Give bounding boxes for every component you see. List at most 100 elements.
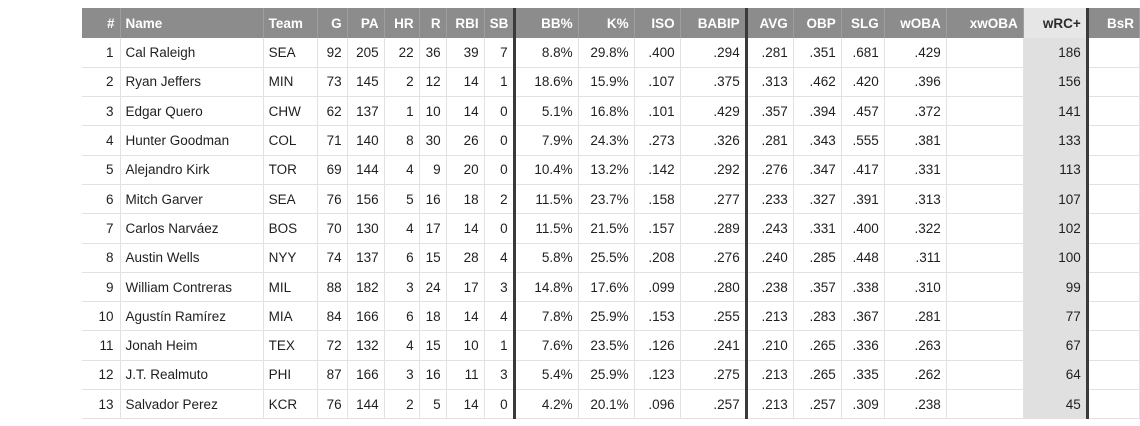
r-cell: 10 xyxy=(419,96,447,127)
xwoba-cell xyxy=(946,38,1024,68)
woba-cell: .429 xyxy=(884,38,947,68)
xwoba-cell xyxy=(946,330,1024,361)
column-header-name[interactable]: Name xyxy=(120,8,264,38)
avg-cell: .213 xyxy=(744,389,794,420)
rank-cell: 2 xyxy=(82,67,121,98)
avg-cell: .281 xyxy=(744,38,794,68)
g-cell: 84 xyxy=(317,301,348,332)
avg-cell: .281 xyxy=(744,125,794,156)
sb-cell: 3 xyxy=(484,360,515,391)
rank-cell: 7 xyxy=(82,213,121,244)
team-cell[interactable]: NYY xyxy=(263,243,318,273)
player-name-cell[interactable]: Austin Wells xyxy=(120,243,264,273)
avg-cell: .233 xyxy=(744,184,794,215)
team-cell[interactable]: COL xyxy=(263,125,318,156)
column-header-rbi[interactable]: RBI xyxy=(446,8,485,38)
team-cell[interactable]: SEA xyxy=(263,38,318,68)
babip-cell: .241 xyxy=(680,330,747,361)
player-name-cell[interactable]: Agustín Ramírez xyxy=(120,301,264,332)
team-cell[interactable]: KCR xyxy=(263,389,318,420)
wrc-plus-cell: 156 xyxy=(1023,67,1088,98)
woba-cell: .263 xyxy=(884,330,947,361)
column-header-bsr[interactable]: BsR xyxy=(1085,8,1140,38)
column-header-obp[interactable]: OBP xyxy=(793,8,842,38)
team-cell[interactable]: TEX xyxy=(263,330,318,361)
column-header-iso[interactable]: ISO xyxy=(634,8,681,38)
column-header-avg[interactable]: AVG xyxy=(744,8,794,38)
column-header-hr[interactable]: HR xyxy=(384,8,420,38)
column-header-babip[interactable]: BABIP xyxy=(680,8,747,38)
column-header-team[interactable]: Team xyxy=(263,8,318,38)
column-header-slg[interactable]: SLG xyxy=(841,8,885,38)
pa-cell: 140 xyxy=(347,125,385,156)
obp-cell: .283 xyxy=(793,301,842,332)
column-header-rank[interactable]: # xyxy=(82,8,121,38)
team-cell[interactable]: TOR xyxy=(263,155,318,185)
k-pct-cell: 23.7% xyxy=(578,184,635,215)
player-name-cell[interactable]: Mitch Garver xyxy=(120,184,264,215)
team-cell[interactable]: MIA xyxy=(263,301,318,332)
team-cell[interactable]: MIN xyxy=(263,67,318,98)
player-name-cell[interactable]: Hunter Goodman xyxy=(120,125,264,156)
hr-cell: 5 xyxy=(384,184,420,215)
player-name-cell[interactable]: Alejandro Kirk xyxy=(120,155,264,185)
player-name-cell[interactable]: Edgar Quero xyxy=(120,96,264,127)
hr-cell: 4 xyxy=(384,213,420,244)
column-header-woba[interactable]: wOBA xyxy=(884,8,947,38)
column-header-sb[interactable]: SB xyxy=(484,8,515,38)
column-header-xwoba[interactable]: xwOBA xyxy=(946,8,1024,38)
hr-cell: 4 xyxy=(384,155,420,185)
player-name-cell[interactable]: Ryan Jeffers xyxy=(120,67,264,98)
g-cell: 76 xyxy=(317,184,348,215)
wrc-plus-cell: 100 xyxy=(1023,243,1088,273)
team-cell[interactable]: CHW xyxy=(263,96,318,127)
player-name-cell[interactable]: Salvador Perez xyxy=(120,389,264,420)
player-name-cell[interactable]: William Contreras xyxy=(120,272,264,303)
xwoba-cell xyxy=(946,360,1024,391)
player-name-cell[interactable]: Cal Raleigh xyxy=(120,38,264,68)
column-header-pa[interactable]: PA xyxy=(347,8,385,38)
r-cell: 9 xyxy=(419,155,447,185)
player-name-cell[interactable]: Jonah Heim xyxy=(120,330,264,361)
player-name-cell[interactable]: Carlos Narváez xyxy=(120,213,264,244)
obp-cell: .351 xyxy=(793,38,842,68)
team-cell[interactable]: BOS xyxy=(263,213,318,244)
sb-cell: 4 xyxy=(484,243,515,273)
team-cell[interactable]: MIL xyxy=(263,272,318,303)
slg-cell: .420 xyxy=(841,67,885,98)
iso-cell: .273 xyxy=(634,125,681,156)
player-name-cell[interactable]: J.T. Realmuto xyxy=(120,360,264,391)
bb-pct-cell: 7.6% xyxy=(512,330,579,361)
pa-cell: 156 xyxy=(347,184,385,215)
team-cell[interactable]: SEA xyxy=(263,184,318,215)
hr-cell: 3 xyxy=(384,272,420,303)
wrc-plus-cell: 186 xyxy=(1023,38,1088,68)
babip-cell: .257 xyxy=(680,389,747,420)
slg-cell: .367 xyxy=(841,301,885,332)
column-header-g[interactable]: G xyxy=(317,8,348,38)
woba-cell: .331 xyxy=(884,155,947,185)
column-header-wrc-plus[interactable]: wRC+ xyxy=(1023,8,1088,38)
rbi-cell: 11 xyxy=(446,360,485,391)
babip-cell: .292 xyxy=(680,155,747,185)
iso-cell: .096 xyxy=(634,389,681,420)
team-cell[interactable]: PHI xyxy=(263,360,318,391)
bb-pct-cell: 7.9% xyxy=(512,125,579,156)
xwoba-cell xyxy=(946,67,1024,98)
xwoba-cell xyxy=(946,213,1024,244)
sb-cell: 4 xyxy=(484,301,515,332)
rank-cell: 4 xyxy=(82,125,121,156)
woba-cell: .238 xyxy=(884,389,947,420)
xwoba-cell xyxy=(946,243,1024,273)
iso-cell: .142 xyxy=(634,155,681,185)
column-header-k-pct[interactable]: K% xyxy=(578,8,635,38)
hr-cell: 6 xyxy=(384,243,420,273)
xwoba-cell xyxy=(946,301,1024,332)
woba-cell: .313 xyxy=(884,184,947,215)
column-header-r[interactable]: R xyxy=(419,8,447,38)
obp-cell: .257 xyxy=(793,389,842,420)
hr-cell: 4 xyxy=(384,330,420,361)
hr-cell: 8 xyxy=(384,125,420,156)
table-row: 2 Ryan Jeffers MIN 73 145 2 12 14 1 18.6% 15.9% .10… xyxy=(82,67,1140,98)
column-header-bb-pct[interactable]: BB% xyxy=(512,8,579,38)
